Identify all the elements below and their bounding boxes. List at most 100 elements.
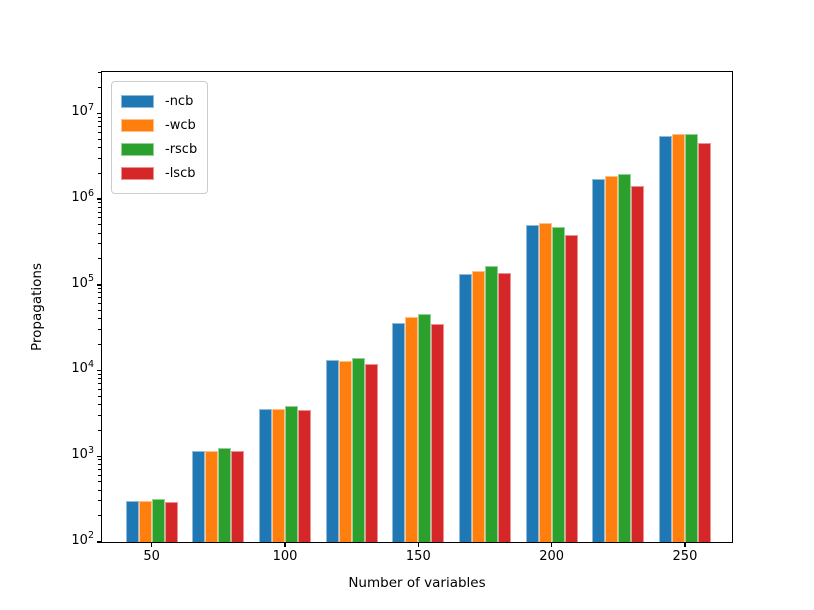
y-tick-label: 106 <box>71 187 94 206</box>
y-minor-tick <box>98 481 101 483</box>
y-minor-tick <box>98 121 101 123</box>
bar-lscb-250 <box>697 143 711 542</box>
y-minor-tick <box>98 258 101 260</box>
bar-rscb-175 <box>484 265 498 542</box>
y-minor-tick <box>98 429 101 431</box>
x-axis-label: Number of variables <box>348 575 486 591</box>
bar-lscb-200 <box>564 234 578 542</box>
bar-ncb-125 <box>325 360 339 542</box>
y-minor-tick <box>98 515 101 517</box>
bar-wcb-100 <box>272 409 285 542</box>
y-tick-exponent: 5 <box>87 273 94 285</box>
y-minor-tick <box>98 297 101 299</box>
bar-rscb-75 <box>218 447 232 542</box>
y-minor-tick <box>98 383 101 385</box>
y-tick-label: 107 <box>71 103 94 120</box>
y-tick-base: 10 <box>71 532 88 548</box>
y-minor-tick <box>98 131 101 133</box>
bar-wcb-50 <box>138 500 152 542</box>
bar-lscb-225 <box>631 185 645 542</box>
y-minor-tick <box>98 87 101 88</box>
y-minor-tick <box>98 172 101 174</box>
y-tick-label: 102 <box>71 530 94 549</box>
bar-rscb-200 <box>551 226 565 542</box>
y-minor-tick <box>98 373 101 375</box>
y-minor-tick <box>98 243 101 245</box>
y-tick-exponent: 2 <box>87 530 94 542</box>
x-tick-label: 250 <box>672 549 698 564</box>
y-minor-tick <box>98 126 101 128</box>
x-major-tick <box>284 543 286 547</box>
y-minor-tick <box>98 328 101 330</box>
bar-wcb-150 <box>405 316 419 542</box>
y-tick-label: 104 <box>71 360 94 377</box>
bar-wcb-125 <box>338 360 352 542</box>
y-tick-label: 105 <box>71 273 94 292</box>
legend: -ncb -wcb -rscb -lscb <box>111 81 209 194</box>
y-minor-tick <box>98 463 101 465</box>
x-major-tick <box>684 543 686 547</box>
y-minor-tick <box>98 146 101 148</box>
bar-rscb-50 <box>151 499 165 542</box>
y-tick-base: 10 <box>71 189 88 205</box>
y-major-tick <box>96 284 101 286</box>
bar-rscb-125 <box>351 358 365 542</box>
y-minor-tick <box>98 395 101 397</box>
y-tick-label: 103 <box>71 445 94 463</box>
y-minor-tick <box>98 224 101 226</box>
bar-rscb-225 <box>618 174 632 542</box>
bar-lscb-175 <box>497 272 511 542</box>
legend-swatch-icon <box>121 95 154 108</box>
y-minor-tick <box>98 489 101 491</box>
bar-ncb-200 <box>525 224 539 542</box>
y-major-tick <box>96 369 101 372</box>
y-minor-tick <box>98 403 101 405</box>
bar-ncb-175 <box>458 274 472 542</box>
plot-area: -ncb -wcb -rscb -lscb 102 103 104 105 106 107 50 1… <box>71 71 733 564</box>
y-minor-tick <box>98 116 101 118</box>
y-major-tick <box>96 198 101 200</box>
y-minor-tick <box>98 211 101 213</box>
y-minor-tick <box>98 232 101 234</box>
legend-swatch-icon <box>121 167 154 180</box>
y-minor-tick <box>98 71 101 73</box>
bar-ncb-100 <box>259 408 272 542</box>
y-tick-base: 10 <box>71 447 88 463</box>
y-minor-tick <box>98 344 101 346</box>
bar-wcb-250 <box>671 133 685 542</box>
y-tick-base: 10 <box>71 361 88 377</box>
y-minor-tick <box>98 157 101 159</box>
y-major-tick <box>96 112 101 115</box>
y-tick-exponent: 6 <box>87 187 94 199</box>
bar-ncb-225 <box>592 179 606 542</box>
bar-rscb-250 <box>684 133 698 542</box>
bar-lscb-50 <box>164 501 178 542</box>
x-tick-label: 100 <box>272 549 298 564</box>
bar-ncb-250 <box>658 135 672 542</box>
y-minor-tick <box>98 303 101 305</box>
y-minor-tick <box>98 292 101 294</box>
legend-label: -lscb <box>165 166 196 181</box>
y-major-tick <box>96 541 101 543</box>
bar-ncb-50 <box>125 500 139 542</box>
legend-label: -wcb <box>165 118 196 133</box>
legend-item-lscb: -lscb <box>121 163 197 184</box>
y-minor-tick <box>98 138 101 140</box>
y-tick-base: 10 <box>71 104 88 120</box>
bar-lscb-75 <box>231 451 245 542</box>
bar-lscb-150 <box>431 324 445 542</box>
bar-wcb-175 <box>471 270 485 542</box>
bar-ncb-150 <box>392 323 406 542</box>
legend-item-ncb: -ncb <box>121 91 197 112</box>
y-minor-tick <box>98 206 101 208</box>
y-minor-tick <box>98 288 101 290</box>
bar-rscb-150 <box>418 314 432 542</box>
legend-swatch-icon <box>121 143 154 156</box>
bar-ncb-75 <box>192 451 206 542</box>
y-minor-tick <box>98 217 101 219</box>
y-minor-tick <box>98 474 101 476</box>
bar-wcb-225 <box>605 176 619 542</box>
x-major-tick <box>151 543 153 547</box>
y-minor-tick <box>98 309 101 311</box>
